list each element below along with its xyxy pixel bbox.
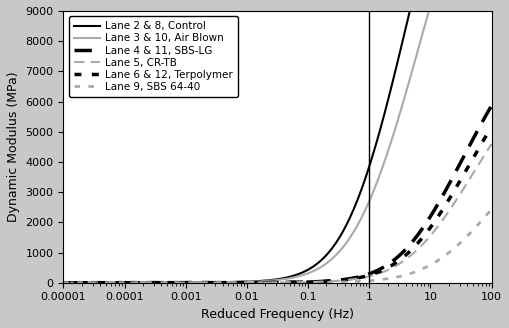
Line: Lane 5, CR-TB: Lane 5, CR-TB [63,144,492,283]
Legend: Lane 2 & 8, Control, Lane 3 & 10, Air Blown, Lane 4 & 11, SBS-LG, Lane 5, CR-TB,: Lane 2 & 8, Control, Lane 3 & 10, Air Bl… [69,16,238,97]
Lane 4 & 11, SBS-LG [136,281,142,285]
Lane 5, CR-TB [346,278,352,282]
Lane 4 & 11, SBS-LG [383,264,389,268]
Lane 2 & 8, Control [254,279,260,283]
Lane 9, SBS 64-40 [136,281,142,285]
Lane 5, CR-TB [313,280,319,284]
Lane 6 & 12, Terpolymer [383,267,389,271]
Lane 3 & 10, Air Blown [136,281,142,285]
Lane 5, CR-TB [136,281,142,285]
Lane 5, CR-TB [60,281,66,285]
Lane 3 & 10, Air Blown [60,281,66,285]
Lane 9, SBS 64-40 [313,280,319,284]
Lane 9, SBS 64-40 [254,281,260,285]
Lane 3 & 10, Air Blown [383,156,389,160]
Lane 9, SBS 64-40 [489,207,495,211]
Y-axis label: Dynamic Modulus (MPa): Dynamic Modulus (MPa) [7,72,20,222]
Lane 4 & 11, SBS-LG [254,281,260,285]
Lane 6 & 12, Terpolymer [60,281,66,285]
Lane 3 & 10, Air Blown [171,281,177,285]
Lane 5, CR-TB [171,281,177,285]
Lane 3 & 10, Air Blown [313,268,319,272]
Lane 9, SBS 64-40 [171,281,177,285]
Lane 6 & 12, Terpolymer [489,125,495,129]
Line: Lane 4 & 11, SBS-LG: Lane 4 & 11, SBS-LG [63,106,492,283]
Line: Lane 2 & 8, Control: Lane 2 & 8, Control [63,0,492,283]
Lane 5, CR-TB [254,281,260,285]
Lane 4 & 11, SBS-LG [489,104,495,108]
Lane 9, SBS 64-40 [346,280,352,284]
Lane 2 & 8, Control [346,217,352,221]
X-axis label: Reduced Frequency (Hz): Reduced Frequency (Hz) [201,308,354,321]
Lane 2 & 8, Control [136,281,142,285]
Lane 4 & 11, SBS-LG [171,281,177,285]
Lane 5, CR-TB [383,269,389,273]
Lane 4 & 11, SBS-LG [346,277,352,281]
Lane 5, CR-TB [489,142,495,146]
Lane 4 & 11, SBS-LG [313,280,319,284]
Lane 3 & 10, Air Blown [254,279,260,283]
Lane 6 & 12, Terpolymer [254,281,260,285]
Lane 6 & 12, Terpolymer [171,281,177,285]
Line: Lane 3 & 10, Air Blown: Lane 3 & 10, Air Blown [63,0,492,283]
Lane 2 & 8, Control [60,281,66,285]
Line: Lane 9, SBS 64-40: Lane 9, SBS 64-40 [63,209,492,283]
Lane 6 & 12, Terpolymer [136,281,142,285]
Lane 9, SBS 64-40 [60,281,66,285]
Lane 2 & 8, Control [383,107,389,111]
Lane 2 & 8, Control [313,263,319,267]
Lane 3 & 10, Air Blown [346,237,352,241]
Lane 4 & 11, SBS-LG [60,281,66,285]
Lane 2 & 8, Control [171,281,177,285]
Lane 6 & 12, Terpolymer [313,280,319,284]
Lane 6 & 12, Terpolymer [346,277,352,281]
Lane 9, SBS 64-40 [383,277,389,281]
Line: Lane 6 & 12, Terpolymer: Lane 6 & 12, Terpolymer [63,127,492,283]
